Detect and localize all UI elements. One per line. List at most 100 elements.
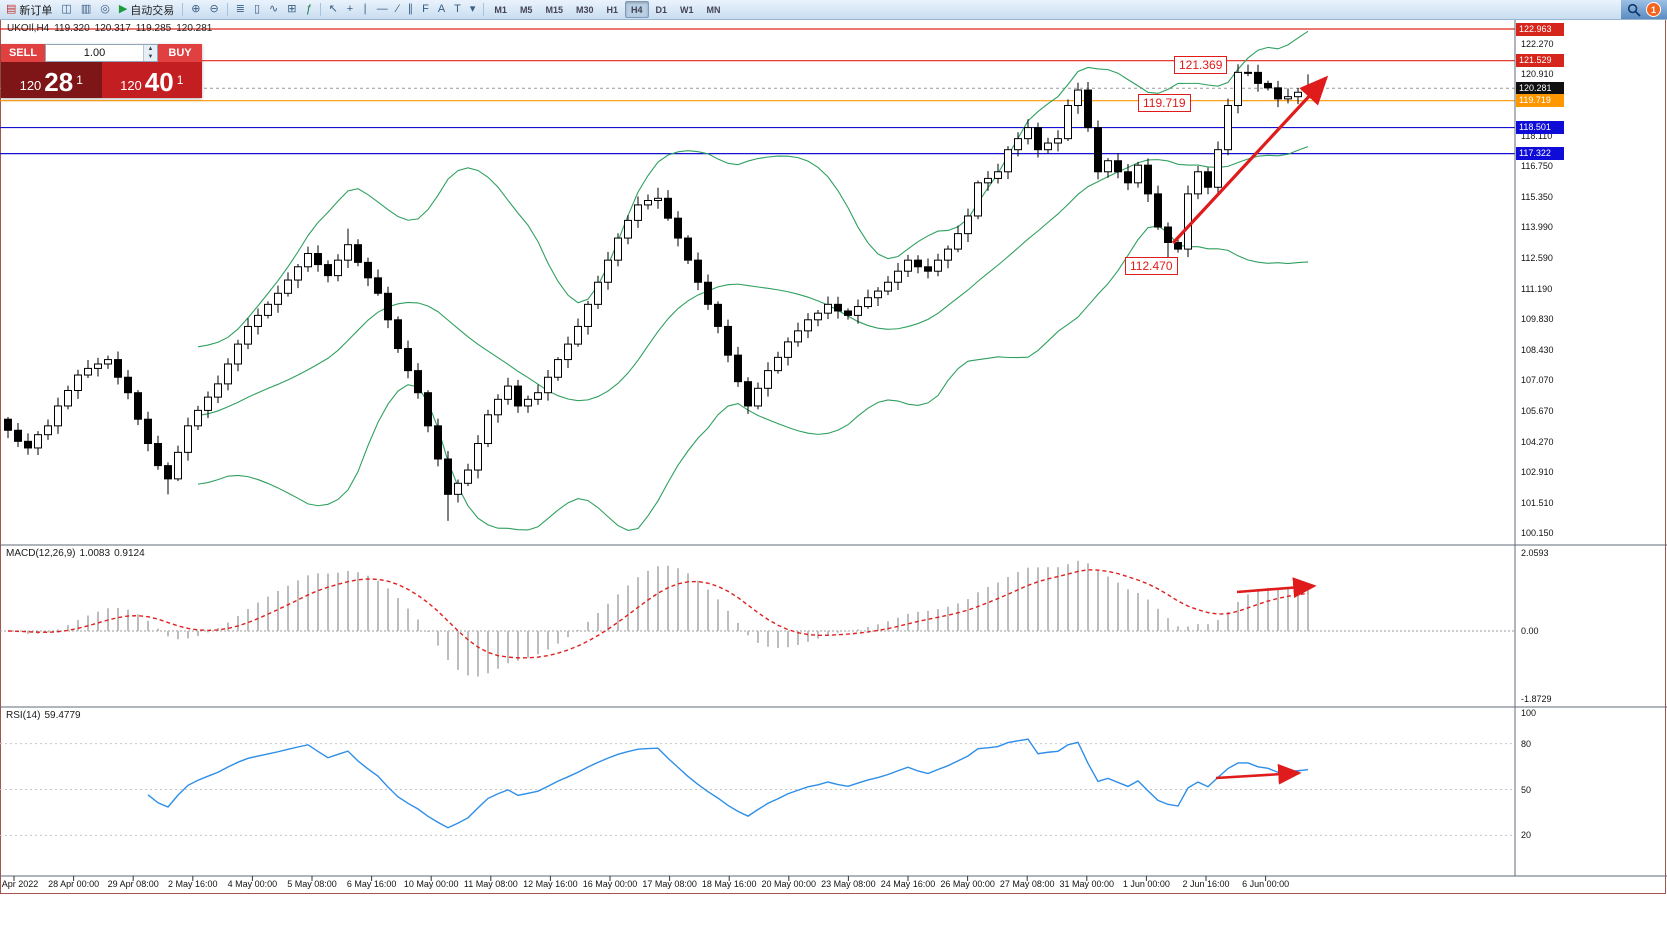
buy-button[interactable]: BUY [158,44,202,62]
horizontal-line-button[interactable]: ― [373,1,392,18]
candle [764,370,772,389]
arrows-button[interactable]: ▾ [466,1,480,18]
tf-h4[interactable]: H4 [625,1,649,18]
line-chart-button[interactable]: ∿ [265,1,282,18]
candle [924,266,932,272]
candle [1044,142,1052,151]
candle [74,374,82,392]
candle [774,356,782,372]
candlestick-button[interactable]: ▯ [250,1,264,18]
candle [534,392,542,400]
candle [374,277,382,294]
bar-chart-button[interactable]: ≣ [232,1,249,18]
candle [564,343,572,361]
cursor-button[interactable]: ↖ [325,1,342,18]
tf-h1[interactable]: H1 [606,4,618,15]
candle [864,297,872,308]
candle [304,253,312,268]
candle [144,418,152,445]
trendline-button[interactable]: ∕ [393,1,403,18]
tile-windows-button[interactable]: ⊞ [283,1,300,18]
candle [1304,87,1312,93]
toolbar: ▤ 新订单 ◫ ▥ ◎ ▶ 自动交易 ⊕ ⊖ ≣ ▯ ∿ ⊞ ƒ ↖ + ∣ ― ∕ ∥ F A T ▾ M1 M5 M15 M30 H… [0,0,1667,20]
tf-m5[interactable]: M5 [519,4,533,15]
candle [1094,127,1102,173]
spin-down-icon[interactable]: ▼ [144,53,157,61]
candle [974,182,982,217]
sell-price-button[interactable]: 120 28 1 [1,62,102,98]
candle [1064,105,1072,140]
alerts-button[interactable]: ◎ [96,1,114,18]
spin-up-icon[interactable]: ▲ [144,45,157,53]
vertical-line-button[interactable]: ∣ [358,1,372,18]
tf-m15[interactable]: M15 [545,4,563,15]
candle [1254,71,1262,84]
candle [844,310,852,316]
autotrading-button[interactable]: ▶ 自动交易 [115,1,178,18]
annotation-price-label[interactable]: 121.369 [1174,56,1228,74]
indicators-button[interactable]: ƒ [301,1,315,18]
new-order-button[interactable]: ▤ 新订单 [2,1,56,18]
candle [704,281,712,305]
profiles-button[interactable]: ▥ [77,1,95,18]
candle [1004,149,1012,173]
candle [944,248,952,261]
rsi-line [147,738,1309,829]
tf-m1[interactable]: M1 [494,4,507,15]
zoom-in-button[interactable]: ⊕ [187,1,204,18]
candle [814,312,822,321]
label-button[interactable]: T [450,1,465,18]
candle [654,197,662,202]
macd-signal-line [7,569,1309,659]
channel-button[interactable]: ∥ [404,1,418,18]
candle [334,259,342,277]
candle [414,370,422,394]
text-button[interactable]: A [434,1,449,18]
annotation-price-label[interactable]: 112.470 [1125,257,1178,275]
volume-input[interactable]: 1.00 ▲ ▼ [45,44,158,62]
candle [474,443,482,471]
zoom-out-button[interactable]: ⊖ [206,1,223,18]
notification-badge[interactable]: 1 [1646,2,1661,17]
chart-window-icon: ◫ [61,3,72,15]
candle [164,465,172,480]
buy-price-int: 120 [120,78,142,94]
candle [804,319,812,332]
candle [744,381,752,407]
bollinger-band [197,30,1309,348]
chart-window-button[interactable]: ◫ [57,1,75,18]
volume-stepper[interactable]: ▲ ▼ [143,45,157,61]
chart-open: 119.320 [54,23,90,34]
candle [424,392,432,427]
crosshair-icon: + [346,3,354,15]
toolbar-separator [483,3,485,16]
candle [504,385,512,400]
tf-m30[interactable]: M30 [575,4,594,15]
tf-w1[interactable]: W1 [680,4,694,15]
candle [394,319,402,350]
fibonacci-button[interactable]: F [418,1,433,18]
candle [1084,89,1092,129]
candle [1104,160,1112,173]
candle [1294,91,1302,98]
search-icon[interactable] [1627,3,1641,17]
candle [994,171,1002,179]
candle [404,348,412,372]
candle [914,259,922,268]
candle [4,418,12,431]
tf-d1[interactable]: D1 [655,4,668,15]
sell-button[interactable]: SELL [1,44,45,62]
buy-price-button[interactable]: 120 40 1 [101,62,202,98]
candle [1034,127,1042,151]
candle [214,383,222,398]
candle [494,398,502,416]
crosshair-button[interactable]: + [343,1,357,18]
rsi-value: 59.4779 [44,710,81,721]
bar-chart-icon: ≣ [235,3,245,15]
buy-price-frac: 1 [176,73,184,87]
annotation-price-label[interactable]: 119.719 [1138,94,1191,112]
tf-mn[interactable]: MN [706,4,721,15]
indicators-icon: ƒ [305,3,312,15]
zoom-in-icon: ⊕ [191,3,201,15]
